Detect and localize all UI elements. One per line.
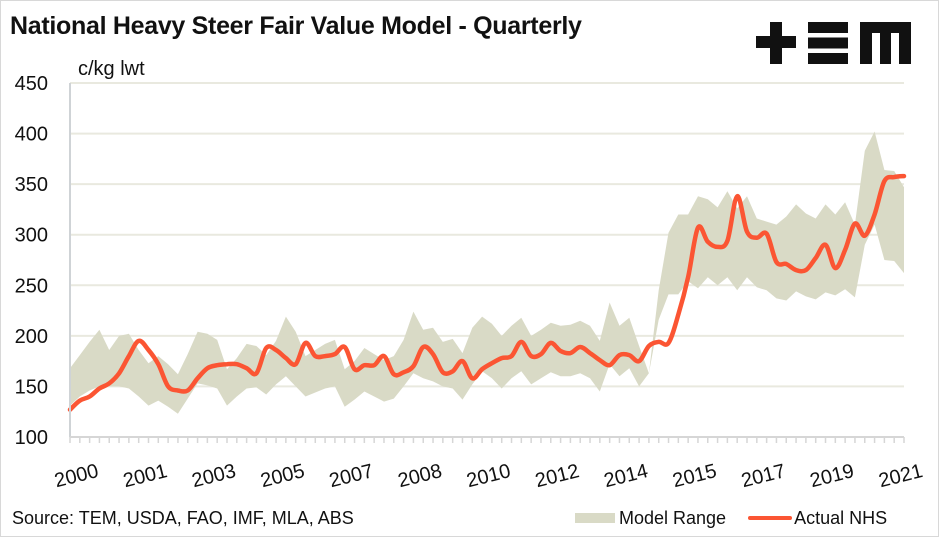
chart-title: National Heavy Steer Fair Value Model - … [10, 12, 582, 40]
legend-swatch-actual-nhs [748, 516, 793, 520]
actual-nhs-line [67, 173, 907, 412]
y-axis-unit-label: c/kg lwt [78, 58, 145, 80]
tem-logo-icon [756, 22, 911, 64]
model-range-area [70, 131, 904, 414]
legend: Model Range Actual NHS [575, 505, 887, 531]
x-tick-label: 2000 [52, 460, 101, 492]
y-tick-label: 450 [15, 73, 48, 95]
x-tick-label: 2017 [739, 460, 788, 492]
x-tick-label: 2007 [327, 460, 376, 492]
x-tick-label: 2014 [602, 460, 651, 492]
x-tick-labels: 2000 2001 2003 2005 2007 2008 2010 2012 2014 2015… [52, 460, 925, 492]
y-tick-label: 300 [15, 225, 48, 247]
y-tick-label: 250 [15, 275, 48, 297]
x-tick-label: 2021 [876, 460, 925, 492]
legend-label-actual-nhs: Actual NHS [794, 507, 888, 528]
x-tick-label: 2005 [258, 460, 307, 492]
x-tick-label: 2015 [670, 460, 719, 492]
y-tick-labels: 100 150 200 250 300 350 400 450 [15, 73, 48, 449]
axes [69, 83, 905, 443]
x-tick-label: 2010 [464, 460, 513, 492]
source-note: Source: TEM, USDA, FAO, IMF, MLA, ABS [12, 508, 354, 528]
y-tick-label: 100 [15, 427, 48, 449]
x-tick-label: 2008 [396, 460, 445, 492]
y-tick-label: 200 [15, 326, 48, 348]
x-tick-label: 2001 [121, 460, 170, 492]
x-tick-label: 2003 [190, 460, 239, 492]
y-tick-label: 400 [15, 124, 48, 146]
y-tick-label: 150 [15, 376, 48, 398]
y-tick-label: 350 [15, 174, 48, 196]
legend-label-model-range: Model Range [619, 507, 727, 528]
model-range-band [70, 131, 904, 414]
x-tick-label: 2019 [808, 460, 857, 492]
x-tick-label: 2012 [533, 460, 582, 492]
actual-nhs-line-group [67, 173, 907, 412]
legend-swatch-model-range [575, 513, 615, 523]
